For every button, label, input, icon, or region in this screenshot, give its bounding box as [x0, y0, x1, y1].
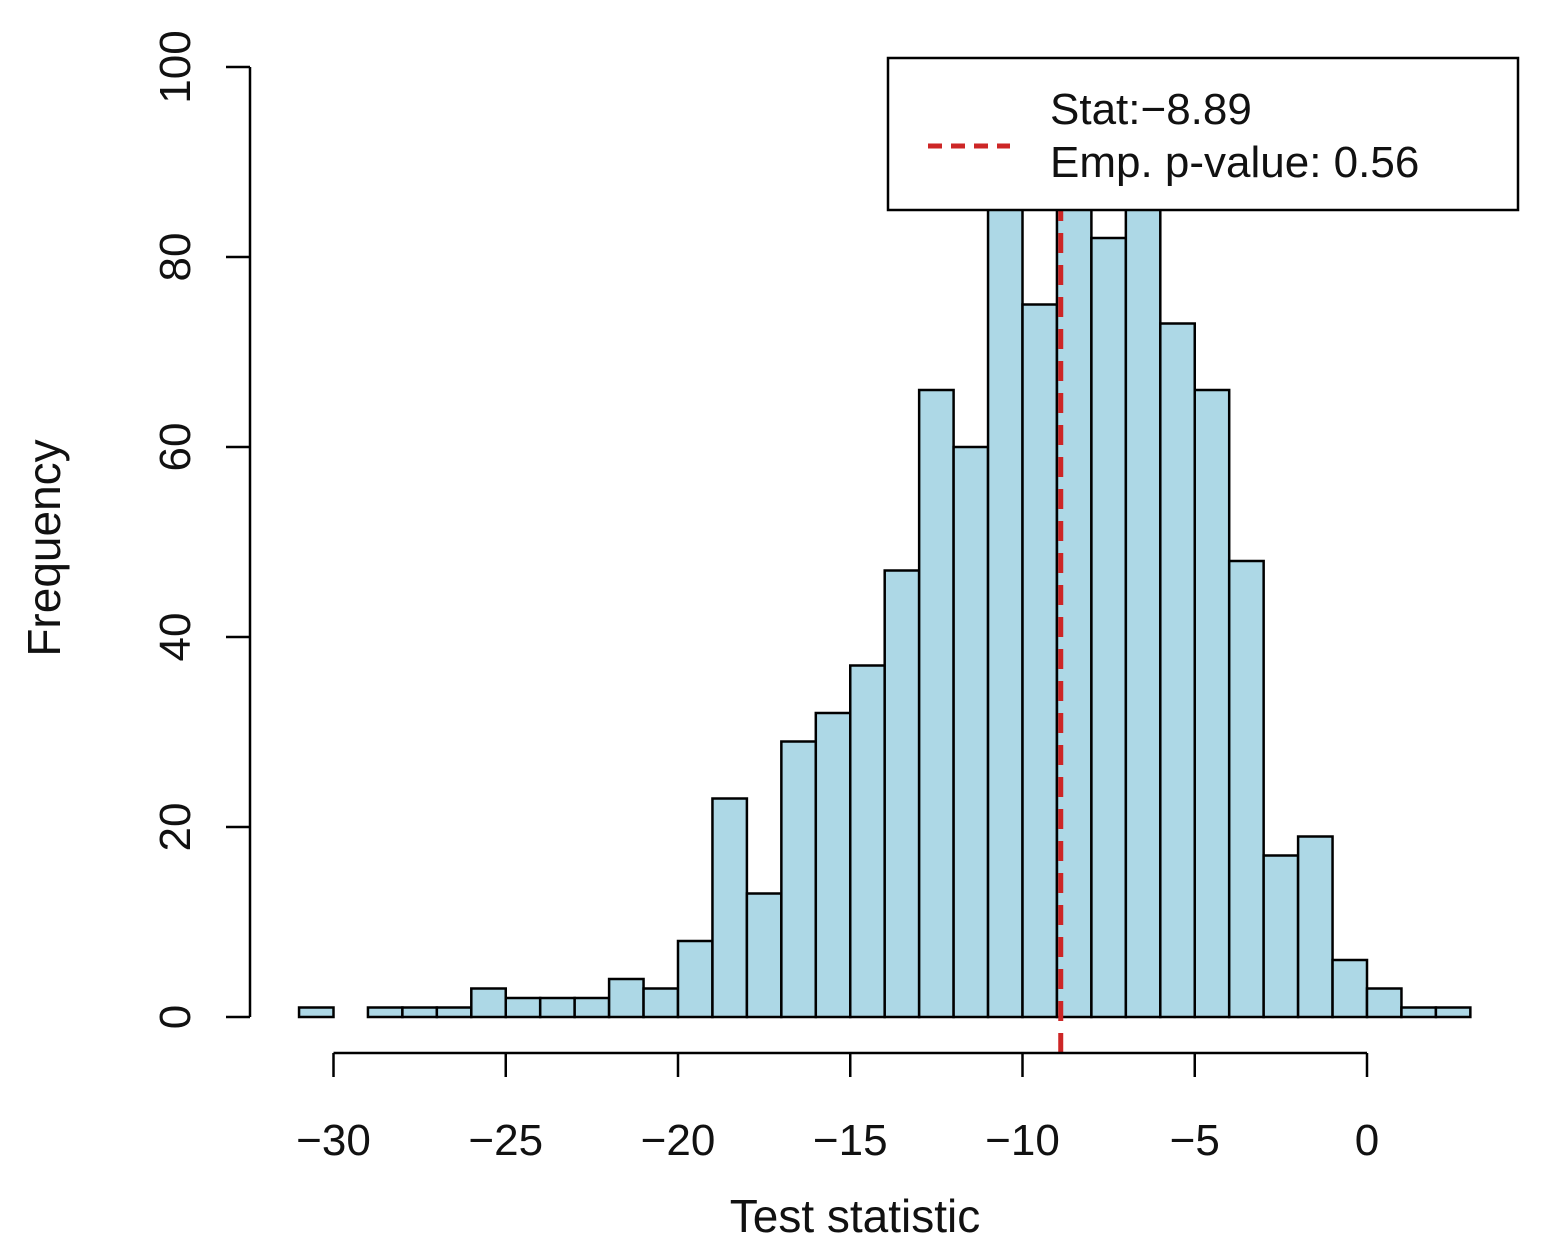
histogram-bar — [1262, 854, 1300, 1019]
histogram-bar — [1124, 189, 1162, 1019]
x-axis: −30 −25 −20 −15 −10 −5 0 — [296, 1051, 1379, 1165]
x-tick-label: −10 — [985, 1116, 1060, 1165]
y-tick-label: 0 — [151, 1005, 200, 1029]
x-tick-label: −20 — [641, 1116, 716, 1165]
histogram-bar — [745, 892, 783, 1019]
histogram-bar — [538, 996, 576, 1019]
histogram-bar — [676, 939, 714, 1019]
legend-box — [886, 56, 1520, 212]
y-tick-label: 80 — [151, 233, 200, 282]
histogram-bar — [1090, 236, 1128, 1019]
legend: Stat:−8.89 Emp. p-value: 0.56 — [886, 56, 1520, 212]
histogram-bar — [1296, 835, 1334, 1019]
histogram-bar — [607, 977, 645, 1019]
y-tick-label: 60 — [151, 423, 200, 472]
histogram-bar — [883, 569, 921, 1019]
histogram-bar — [952, 445, 990, 1019]
histogram-bar — [917, 388, 955, 1019]
histogram-bars — [297, 113, 1472, 1019]
histogram-bar — [470, 987, 507, 1019]
y-tick-label: 100 — [151, 30, 200, 103]
histogram-bar — [642, 987, 680, 1019]
x-tick-label: −30 — [296, 1116, 371, 1165]
histogram-bar — [814, 711, 852, 1019]
histogram-bar — [1227, 559, 1265, 1019]
histogram-bar — [573, 996, 611, 1019]
histogram-bar — [1434, 1006, 1472, 1019]
x-tick-label: 0 — [1355, 1116, 1379, 1165]
histogram-bar — [1365, 987, 1403, 1019]
histogram-bar — [1021, 303, 1059, 1019]
histogram-bar — [366, 1006, 404, 1019]
y-axis: 0 20 40 60 80 100 — [151, 30, 252, 1029]
histogram-bar — [401, 1006, 439, 1019]
histogram-bar — [1159, 322, 1197, 1019]
legend-pvalue-label: Emp. p-value: 0.56 — [1050, 138, 1419, 187]
histogram-bar — [849, 664, 886, 1019]
histogram-bar — [1331, 958, 1369, 1019]
histogram-bar — [780, 740, 818, 1019]
histogram-bar — [1193, 388, 1231, 1019]
x-tick-label: −25 — [468, 1116, 543, 1165]
x-tick-label: −5 — [1170, 1116, 1220, 1165]
y-tick-label: 40 — [151, 613, 200, 662]
legend-stat-label: Stat:−8.89 — [1050, 85, 1252, 134]
histogram-bar — [297, 1006, 335, 1019]
y-tick-label: 20 — [151, 803, 200, 852]
x-tick-label: −15 — [813, 1116, 888, 1165]
histogram-bar — [711, 797, 749, 1019]
x-axis-title: Test statistic — [730, 1190, 981, 1242]
histogram-bar — [1400, 1006, 1438, 1019]
y-axis-title: Frequency — [18, 439, 70, 656]
histogram-bar — [504, 996, 542, 1019]
histogram-bar — [986, 113, 1024, 1019]
histogram-bar — [435, 1006, 473, 1019]
